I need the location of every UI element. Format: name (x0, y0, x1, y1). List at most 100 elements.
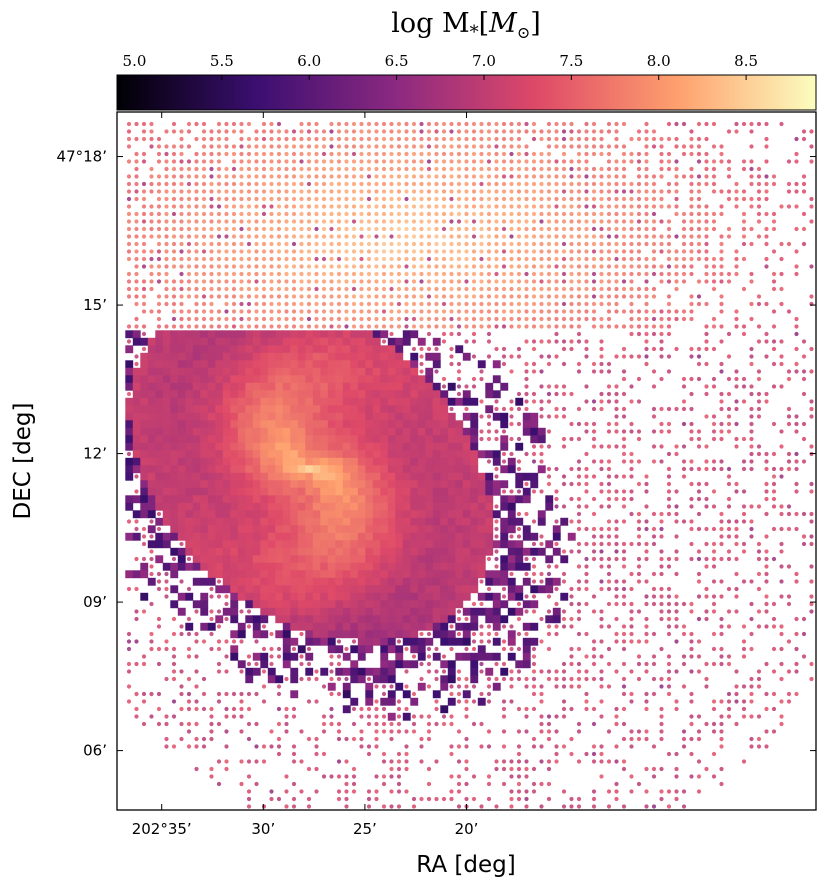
pixel-dot (247, 182, 251, 186)
pixel-cell (395, 420, 403, 428)
pixel-cell (463, 623, 471, 631)
pixel-dot (629, 227, 633, 231)
pixel-dot (584, 174, 588, 178)
pixel-dot (569, 227, 573, 231)
pixel-dot (457, 242, 461, 246)
pixel-dot (749, 354, 753, 358)
pixel-dot (682, 279, 686, 283)
pixel-cell (223, 420, 231, 428)
pixel-dot (247, 302, 251, 306)
pixel-cell (418, 548, 426, 556)
pixel-cell (395, 338, 403, 346)
pixel-dot (419, 302, 423, 306)
pixel-dot (779, 549, 783, 553)
pixel-cell (350, 563, 358, 571)
pixel-cell (470, 548, 478, 556)
pixel-dot (674, 174, 678, 178)
pixel-cell (335, 488, 343, 496)
pixel-dot (569, 302, 573, 306)
pixel-dot (749, 129, 753, 133)
pixel-dot (262, 189, 266, 193)
pixel-dot (524, 242, 528, 246)
pixel-cell (410, 510, 418, 518)
pixel-dot (269, 212, 273, 216)
pixel-cell (208, 458, 216, 466)
pixel-dot (179, 137, 183, 141)
pixel-dot (622, 324, 626, 328)
pixel-cell (245, 585, 253, 593)
pixel-cell (410, 383, 418, 391)
pixel-dot (644, 294, 648, 298)
pixel-dot (427, 257, 431, 261)
pixel-dot (547, 339, 551, 343)
pixel-dot (419, 122, 423, 126)
pixel-dot (217, 272, 221, 276)
pixel-dot (749, 414, 753, 418)
pixel-dot (382, 324, 386, 328)
pixel-dot (412, 317, 416, 321)
pixel-cell (328, 510, 336, 518)
pixel-cell (163, 473, 171, 481)
pixel-cell (223, 578, 231, 586)
pixel-cell (433, 458, 441, 466)
pixel-dot (202, 279, 206, 283)
pixel-dot (412, 242, 416, 246)
pixel-cell (133, 465, 141, 473)
pixel-dot (224, 594, 228, 598)
pixel-dot (419, 219, 423, 223)
pixel-dot (359, 287, 363, 291)
pixel-dot (592, 234, 596, 238)
pixel-dot (719, 399, 723, 403)
pixel-cell (298, 600, 306, 608)
pixel-cell (253, 533, 261, 541)
pixel-dot (209, 617, 213, 621)
pixel-dot (644, 362, 648, 366)
pixel-cell (290, 578, 298, 586)
pixel-cell (208, 353, 216, 361)
pixel-cell (425, 435, 433, 443)
pixel-dot (667, 354, 671, 358)
pixel-cell (433, 540, 441, 548)
pixel-dot (299, 279, 303, 283)
pixel-dot (584, 302, 588, 306)
pixel-dot (314, 189, 318, 193)
pixel-dot (524, 512, 528, 516)
pixel-cell (268, 570, 276, 578)
pixel-cell (365, 525, 373, 533)
pixel-cell (313, 428, 321, 436)
pixel-dot (397, 174, 401, 178)
pixel-cell (290, 608, 298, 616)
pixel-cell (200, 488, 208, 496)
pixel-cell (193, 435, 201, 443)
pixel-dot (307, 152, 311, 156)
pixel-dot (637, 294, 641, 298)
pixel-cell (373, 555, 381, 563)
pixel-cell (163, 510, 171, 518)
pixel-dot (569, 287, 573, 291)
pixel-dot (464, 384, 468, 388)
pixel-dot (284, 189, 288, 193)
pixel-cell (380, 413, 388, 421)
pixel-dot (772, 489, 776, 493)
pixel-cell (485, 503, 493, 511)
pixel-dot (149, 557, 153, 561)
pixel-dot (524, 159, 528, 163)
pixel-cell (230, 405, 238, 413)
pixel-dot (802, 437, 806, 441)
pixel-cell (350, 623, 358, 631)
pixel-dot (547, 129, 551, 133)
pixel-cell (298, 555, 306, 563)
pixel-dot (382, 182, 386, 186)
pixel-dot (374, 257, 378, 261)
pixel-dot (277, 294, 281, 298)
pixel-dot (389, 279, 393, 283)
pixel-dot (697, 527, 701, 531)
pixel-dot (562, 197, 566, 201)
pixel-dot (719, 407, 723, 411)
pixel-dot (719, 422, 723, 426)
pixel-cell (335, 630, 343, 638)
pixel-cell (230, 585, 238, 593)
pixel-dot (157, 144, 161, 148)
pixel-cell (328, 630, 336, 638)
pixel-dot (697, 362, 701, 366)
